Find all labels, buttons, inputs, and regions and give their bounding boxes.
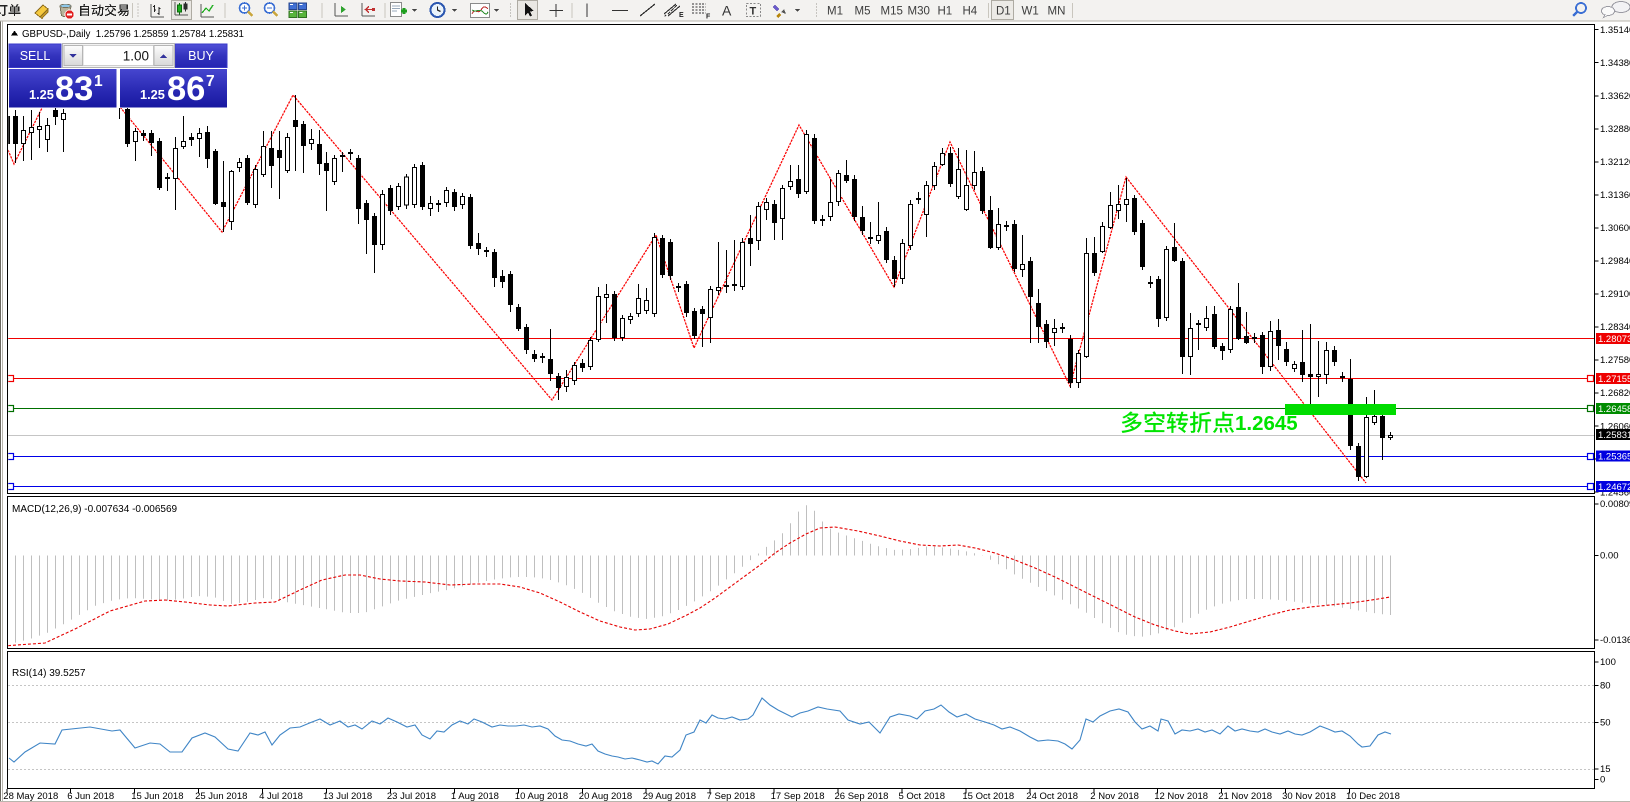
svg-text:H4: H4 xyxy=(963,6,978,18)
svg-text:50: 50 xyxy=(1600,718,1611,729)
svg-text:1 Aug 2018: 1 Aug 2018 xyxy=(451,791,499,802)
svg-text:100: 100 xyxy=(1600,657,1616,668)
svg-text:25 Jun 2018: 25 Jun 2018 xyxy=(195,791,247,802)
svg-text:0.00: 0.00 xyxy=(1600,551,1619,562)
svg-text:83: 83 xyxy=(55,70,93,108)
svg-text:15 Jun 2018: 15 Jun 2018 xyxy=(131,791,183,802)
svg-text:26 Sep 2018: 26 Sep 2018 xyxy=(835,791,889,802)
svg-text:12 Nov 2018: 12 Nov 2018 xyxy=(1154,791,1208,802)
svg-text:GBPUSD-,Daily 1.25796 1.25859: GBPUSD-,Daily 1.25796 1.25859 1.25784 1.… xyxy=(22,29,244,40)
svg-text:1: 1 xyxy=(94,73,103,90)
svg-text:4 Jul 2018: 4 Jul 2018 xyxy=(259,791,303,802)
svg-text:M5: M5 xyxy=(855,6,871,18)
svg-text:BUY: BUY xyxy=(188,49,214,63)
svg-text:29 Aug 2018: 29 Aug 2018 xyxy=(643,791,696,802)
svg-text:MN: MN xyxy=(1048,6,1066,18)
svg-text:1.24672: 1.24672 xyxy=(1598,482,1630,493)
svg-text:M30: M30 xyxy=(908,6,930,18)
svg-text:7: 7 xyxy=(206,73,215,90)
svg-text:M1: M1 xyxy=(827,6,843,18)
svg-text:M15: M15 xyxy=(881,6,903,18)
svg-text:17 Sep 2018: 17 Sep 2018 xyxy=(771,791,825,802)
svg-text:0: 0 xyxy=(1600,775,1605,786)
svg-text:21 Nov 2018: 21 Nov 2018 xyxy=(1218,791,1272,802)
svg-text:10 Aug 2018: 10 Aug 2018 xyxy=(515,791,568,802)
svg-text:1.00: 1.00 xyxy=(123,49,149,64)
svg-text:-0.01369: -0.01369 xyxy=(1600,635,1630,646)
svg-text:1.28073: 1.28073 xyxy=(1598,334,1630,345)
svg-text:1.2645: 1.2645 xyxy=(1235,412,1298,435)
svg-text:1.30600: 1.30600 xyxy=(1600,223,1630,234)
svg-text:5 Oct 2018: 5 Oct 2018 xyxy=(899,791,945,802)
svg-text:RSI(14) 39.5257: RSI(14) 39.5257 xyxy=(12,668,86,679)
svg-text:13 Jul 2018: 13 Jul 2018 xyxy=(323,791,372,802)
svg-text:28 May 2018: 28 May 2018 xyxy=(3,791,58,802)
svg-text:86: 86 xyxy=(167,70,205,108)
svg-text:1.26820: 1.26820 xyxy=(1600,388,1630,399)
svg-text:E: E xyxy=(679,12,684,19)
svg-text:7 Sep 2018: 7 Sep 2018 xyxy=(707,791,756,802)
svg-text:1.35140: 1.35140 xyxy=(1600,25,1630,36)
svg-text:1.32120: 1.32120 xyxy=(1600,157,1630,168)
svg-text:1.32880: 1.32880 xyxy=(1600,124,1630,135)
svg-text:15: 15 xyxy=(1600,764,1611,775)
svg-text:2 Nov 2018: 2 Nov 2018 xyxy=(1090,791,1139,802)
svg-text:0.00809: 0.00809 xyxy=(1600,499,1630,510)
svg-text:23 Jul 2018: 23 Jul 2018 xyxy=(387,791,436,802)
svg-text:1.25831: 1.25831 xyxy=(1598,430,1630,441)
svg-text:1.27580: 1.27580 xyxy=(1600,355,1630,366)
svg-text:H1: H1 xyxy=(938,6,953,18)
svg-text:T: T xyxy=(750,6,757,18)
svg-text:30 Nov 2018: 30 Nov 2018 xyxy=(1282,791,1336,802)
svg-text:1.31360: 1.31360 xyxy=(1600,190,1630,201)
svg-text:1.34380: 1.34380 xyxy=(1600,58,1630,69)
svg-text:15 Oct 2018: 15 Oct 2018 xyxy=(962,791,1014,802)
svg-text:1.29100: 1.29100 xyxy=(1600,289,1630,300)
svg-text:W1: W1 xyxy=(1022,6,1039,18)
svg-text:1.29840: 1.29840 xyxy=(1600,256,1630,267)
svg-text:SELL: SELL xyxy=(20,49,51,63)
svg-text:1.25: 1.25 xyxy=(140,87,165,102)
svg-text:1.28340: 1.28340 xyxy=(1600,322,1630,333)
svg-text:10 Dec 2018: 10 Dec 2018 xyxy=(1346,791,1400,802)
svg-text:A: A xyxy=(722,3,732,19)
svg-text:1.27155: 1.27155 xyxy=(1598,374,1630,385)
svg-text:80: 80 xyxy=(1600,681,1611,692)
svg-text:1.26060: 1.26060 xyxy=(1600,421,1630,432)
svg-text:F: F xyxy=(706,14,711,21)
svg-text:1.25: 1.25 xyxy=(29,87,54,102)
svg-text:24 Oct 2018: 24 Oct 2018 xyxy=(1026,791,1078,802)
svg-text:1.26458: 1.26458 xyxy=(1598,404,1630,415)
svg-text:MACD(12,26,9) -0.007634 -0.006: MACD(12,26,9) -0.007634 -0.006569 xyxy=(12,504,178,515)
svg-text:20 Aug 2018: 20 Aug 2018 xyxy=(579,791,632,802)
svg-text:6 Jun 2018: 6 Jun 2018 xyxy=(67,791,114,802)
svg-text:1.25365: 1.25365 xyxy=(1598,452,1630,463)
svg-text:1.33620: 1.33620 xyxy=(1600,91,1630,102)
svg-text:D1: D1 xyxy=(996,6,1011,18)
